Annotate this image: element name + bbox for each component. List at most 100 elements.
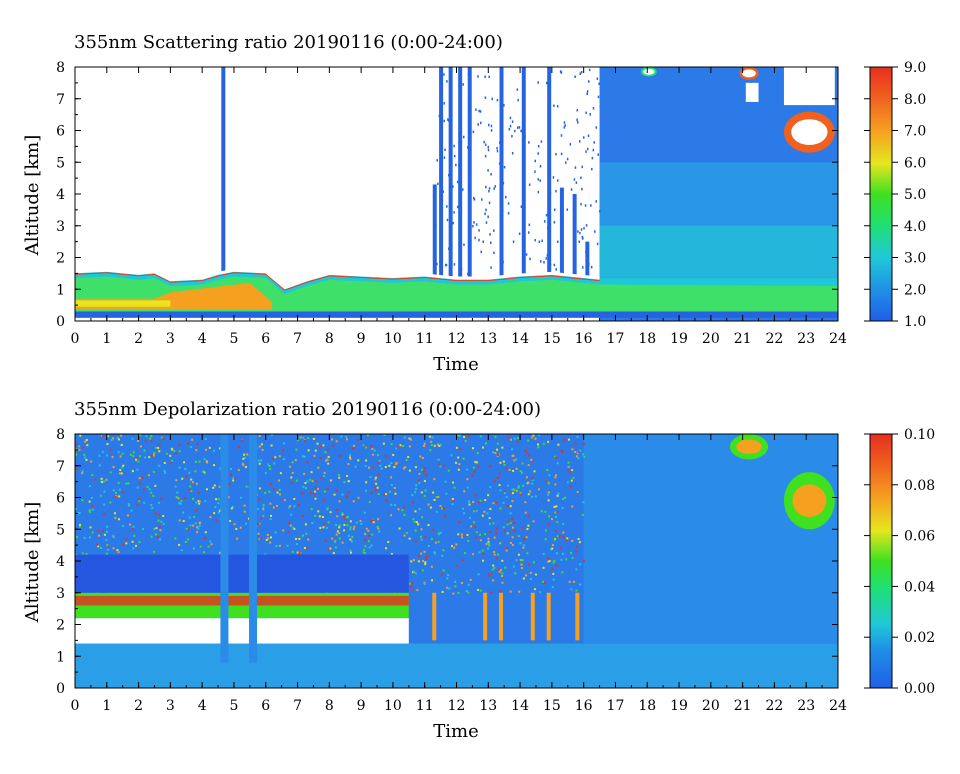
noise-dot [304,523,307,526]
noise-dot [517,553,520,556]
noise-dot [364,444,367,447]
noise-dot [296,439,299,442]
noise-dot [209,516,212,519]
noise-dot [112,534,115,537]
noise-dot [295,479,298,482]
noise-dot [137,460,140,463]
noise-dot [379,464,382,467]
noise-dot [275,504,278,507]
noise-dot [132,451,135,454]
noise-dot [160,520,163,523]
noise-dot [290,482,293,485]
noise-dot [338,526,341,529]
noise-dot [129,453,132,456]
noise-dot [188,471,191,474]
noise-dot [410,560,413,563]
noise-dot [204,437,207,440]
scatter-dot [576,108,579,112]
noise-dot [496,448,499,451]
scatter-dot [546,254,549,257]
scatter-dot [545,213,548,217]
x-tick-label: 4 [198,331,207,347]
noise-dot [244,456,247,459]
scatter-dot [588,262,590,266]
scatter-dot [581,165,584,169]
noise-dot [519,542,522,545]
colorbar-tick-label: 1.0 [904,314,926,330]
noise-dot [86,444,89,447]
noise-dot [569,485,572,488]
noise-dot [332,552,335,555]
noise-dot [203,458,206,461]
noise-dot [555,456,558,459]
scatter-dot [458,163,460,167]
noise-dot [570,479,573,482]
noise-dot [402,467,405,470]
noise-dot [509,590,512,593]
scatter-dot [460,268,463,271]
noise-dot [341,493,344,496]
noise-dot [427,524,430,527]
scatter-dot [595,200,597,203]
noise-dot [577,538,580,541]
noise-dot [479,539,482,542]
scatter-dot [488,187,491,190]
noise-dot [246,453,249,456]
noise-dot [515,559,518,562]
noise-dot [511,492,514,495]
noise-dot [347,480,350,483]
scatter-dot [502,173,504,177]
noise-dot [556,462,559,465]
scatter-dot [473,221,475,224]
noise-dot [451,503,454,506]
colorbar-depolarization [869,433,893,689]
noise-dot [459,448,462,451]
noise-dot [338,476,341,479]
noise-dot [414,510,417,513]
noise-dot [180,499,183,502]
noise-dot [442,507,445,510]
colorbar-tick-label: 0.04 [904,579,935,595]
noise-dot [354,465,357,468]
scatter-dot [447,173,450,177]
noise-dot [570,588,573,591]
scatter-dot [581,266,584,269]
noise-dot [293,497,296,500]
noise-dot [183,496,186,499]
scatter-dot [490,173,492,176]
noise-dot [377,518,380,521]
scatter-dot [580,176,582,180]
noise-dot [81,472,84,475]
noise-dot [402,445,405,448]
noise-dot [499,590,502,593]
noise-dot [531,435,534,438]
noise-dot [290,476,293,479]
noise-dot [349,528,352,531]
noise-dot [269,536,272,539]
noise-dot [307,437,310,440]
noise-dot [323,523,326,526]
scatter-dot [538,240,541,244]
scatter-dot [485,208,487,212]
noise-dot [521,526,524,529]
noise-dot [111,455,114,458]
noise-dot [372,453,375,456]
noise-dot [383,434,386,437]
noise-dot [282,449,285,452]
scatter-dot [478,229,480,232]
scatter-dot [552,176,555,179]
scatter-dot [578,140,581,143]
scatter-dot [516,126,519,129]
noise-dot [525,451,528,454]
noise-dot [364,552,367,555]
noise-dot [575,568,578,571]
noise-dot [453,546,456,549]
noise-dot [349,526,352,529]
y-tick-label: 2 [56,251,65,267]
noise-dot [303,440,306,443]
noise-dot [547,499,550,502]
noise-dot [533,588,536,591]
noise-dot [365,459,368,462]
noise-dot [135,456,138,459]
colorbar-tick-label: 0.00 [904,681,935,697]
